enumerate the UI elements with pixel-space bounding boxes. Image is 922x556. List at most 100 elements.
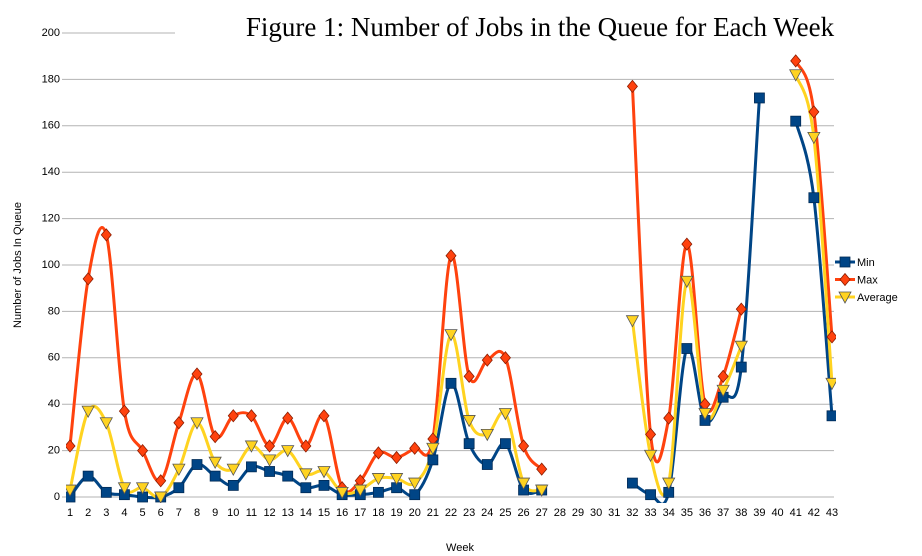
x-tick-label: 28 bbox=[554, 507, 566, 519]
x-tick-label: 19 bbox=[390, 507, 402, 519]
x-tick-label: 5 bbox=[140, 507, 146, 519]
marker bbox=[643, 449, 658, 463]
marker bbox=[625, 315, 640, 328]
x-tick-label: 16 bbox=[336, 507, 348, 519]
y-tick-label: 120 bbox=[42, 213, 60, 225]
x-tick-label: 15 bbox=[318, 507, 330, 519]
legend-label: Average bbox=[857, 292, 898, 304]
marker bbox=[790, 115, 802, 127]
x-tick-label: 30 bbox=[590, 507, 602, 519]
marker bbox=[826, 330, 836, 344]
marker bbox=[209, 470, 221, 482]
marker bbox=[717, 369, 729, 383]
marker bbox=[173, 416, 185, 430]
marker bbox=[281, 445, 295, 458]
y-tick-label: 20 bbox=[48, 445, 60, 457]
marker bbox=[838, 291, 852, 304]
marker bbox=[299, 468, 313, 481]
x-tick-label: 20 bbox=[409, 507, 421, 519]
marker bbox=[264, 466, 275, 477]
x-tick-label: 10 bbox=[227, 507, 239, 519]
marker bbox=[317, 466, 331, 479]
marker bbox=[246, 461, 257, 473]
x-tick-label: 12 bbox=[263, 507, 275, 519]
y-tick-label: 200 bbox=[42, 27, 60, 39]
marker bbox=[372, 446, 384, 460]
marker bbox=[662, 477, 676, 490]
marker bbox=[318, 409, 330, 423]
x-tick-label: 31 bbox=[608, 507, 620, 519]
marker bbox=[264, 439, 276, 453]
marker bbox=[627, 477, 638, 489]
title-background bbox=[175, 10, 895, 48]
x-tick-label: 40 bbox=[771, 507, 783, 519]
y-tick-label: 60 bbox=[48, 352, 60, 364]
marker bbox=[535, 484, 549, 497]
x-tick-label: 27 bbox=[536, 507, 548, 519]
marker bbox=[118, 404, 130, 418]
marker bbox=[245, 409, 257, 423]
x-tick-label: 22 bbox=[445, 507, 457, 519]
marker bbox=[445, 377, 457, 389]
y-tick-label: 80 bbox=[48, 305, 60, 317]
marker bbox=[480, 428, 494, 442]
marker bbox=[681, 343, 693, 354]
x-tick-label: 36 bbox=[699, 507, 711, 519]
x-tick-label: 23 bbox=[463, 507, 475, 519]
x-tick-label: 41 bbox=[790, 507, 802, 519]
marker bbox=[81, 405, 95, 418]
marker bbox=[155, 474, 167, 488]
marker bbox=[66, 484, 77, 497]
marker bbox=[498, 408, 513, 421]
marker bbox=[645, 427, 657, 441]
plot-area bbox=[66, 54, 836, 503]
x-tick-label: 33 bbox=[644, 507, 656, 519]
x-tick-label: 42 bbox=[808, 507, 820, 519]
marker bbox=[807, 132, 821, 145]
marker bbox=[825, 377, 836, 391]
marker bbox=[227, 479, 239, 491]
marker bbox=[734, 340, 748, 354]
marker bbox=[282, 470, 294, 482]
marker bbox=[408, 477, 422, 490]
marker bbox=[172, 463, 186, 476]
marker bbox=[626, 79, 638, 93]
x-tick-label: 24 bbox=[481, 507, 493, 519]
marker bbox=[808, 192, 820, 204]
marker bbox=[463, 438, 475, 450]
y-tick-label: 180 bbox=[42, 73, 60, 85]
marker bbox=[681, 237, 693, 251]
x-tick-label: 43 bbox=[826, 507, 838, 519]
marker bbox=[282, 411, 294, 425]
x-tick-label: 32 bbox=[626, 507, 638, 519]
marker bbox=[500, 438, 511, 450]
marker bbox=[426, 442, 440, 456]
marker bbox=[82, 272, 94, 286]
x-tick-label: 13 bbox=[282, 507, 294, 519]
marker bbox=[839, 256, 851, 268]
x-tick-label: 37 bbox=[717, 507, 729, 519]
marker bbox=[808, 105, 820, 119]
marker bbox=[135, 482, 150, 495]
x-tick-label: 25 bbox=[499, 507, 511, 519]
marker bbox=[463, 369, 475, 383]
marker bbox=[371, 473, 386, 486]
x-tick-label: 4 bbox=[121, 507, 127, 519]
chart-title: Figure 1: Number of Jobs in the Queue fo… bbox=[246, 12, 835, 42]
y-tick-label: 100 bbox=[42, 259, 60, 271]
marker bbox=[536, 462, 548, 476]
y-tick-label: 0 bbox=[54, 491, 60, 503]
marker bbox=[389, 473, 404, 486]
marker bbox=[826, 410, 836, 422]
marker bbox=[209, 430, 221, 444]
marker bbox=[735, 361, 747, 373]
marker bbox=[790, 54, 802, 68]
y-axis-label: Number of Jobs In Queue bbox=[12, 202, 24, 328]
marker bbox=[82, 470, 94, 482]
x-tick-label: 2 bbox=[85, 507, 91, 519]
marker bbox=[100, 228, 112, 242]
marker bbox=[300, 482, 312, 494]
marker bbox=[499, 351, 511, 365]
marker bbox=[444, 329, 458, 342]
